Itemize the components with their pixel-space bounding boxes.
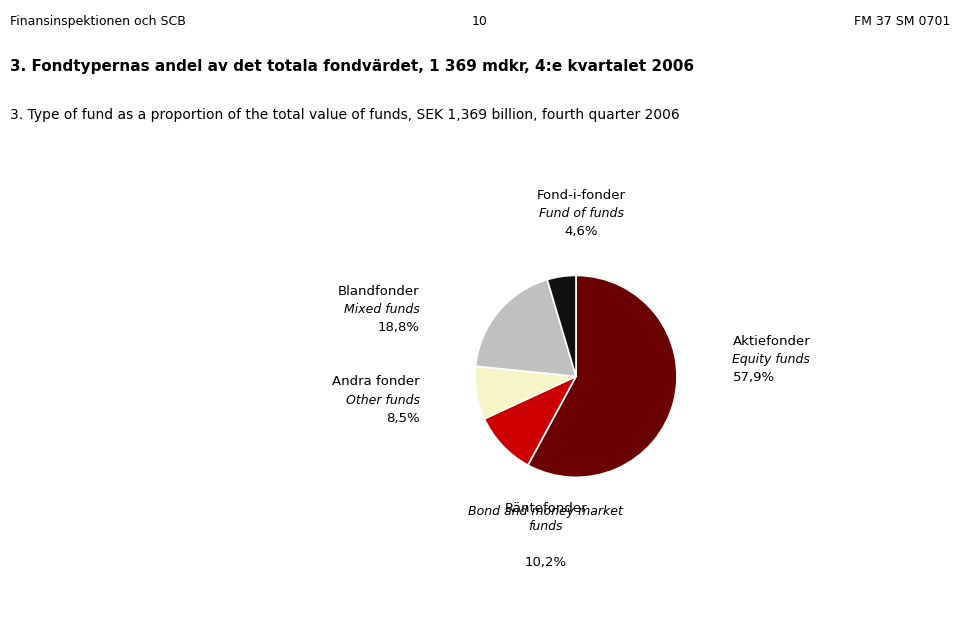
- Text: Fund of funds: Fund of funds: [539, 207, 623, 220]
- Text: 8,5%: 8,5%: [386, 412, 420, 425]
- Wedge shape: [475, 280, 576, 376]
- Text: Fond-i-fonder: Fond-i-fonder: [537, 189, 626, 202]
- Wedge shape: [485, 376, 576, 465]
- Wedge shape: [475, 366, 576, 419]
- Text: 18,8%: 18,8%: [377, 321, 420, 334]
- Text: FM 37 SM 0701: FM 37 SM 0701: [854, 15, 950, 28]
- Wedge shape: [528, 275, 677, 478]
- Text: Bond and money market
funds: Bond and money market funds: [468, 505, 623, 533]
- Text: Andra fonder: Andra fonder: [332, 376, 420, 389]
- Text: 57,9%: 57,9%: [732, 371, 775, 384]
- Text: 10: 10: [472, 15, 488, 28]
- Text: 10,2%: 10,2%: [525, 556, 566, 569]
- Wedge shape: [547, 275, 576, 376]
- Text: 3. Fondtypernas andel av det totala fondvärdet, 1 369 mdkr, 4:e kvartalet 2006: 3. Fondtypernas andel av det totala fond…: [10, 59, 694, 73]
- Text: Finansinspektionen och SCB: Finansinspektionen och SCB: [10, 15, 185, 28]
- Text: 4,6%: 4,6%: [564, 225, 598, 238]
- Text: Blandfonder: Blandfonder: [338, 284, 420, 297]
- Text: Aktiefonder: Aktiefonder: [732, 335, 810, 348]
- Text: Räntefonder: Räntefonder: [504, 502, 587, 515]
- Text: Mixed funds: Mixed funds: [344, 303, 420, 316]
- Text: Other funds: Other funds: [346, 394, 420, 407]
- Text: Equity funds: Equity funds: [732, 354, 810, 366]
- Text: 3. Type of fund as a proportion of the total value of funds, SEK 1,369 billion, : 3. Type of fund as a proportion of the t…: [10, 108, 680, 122]
